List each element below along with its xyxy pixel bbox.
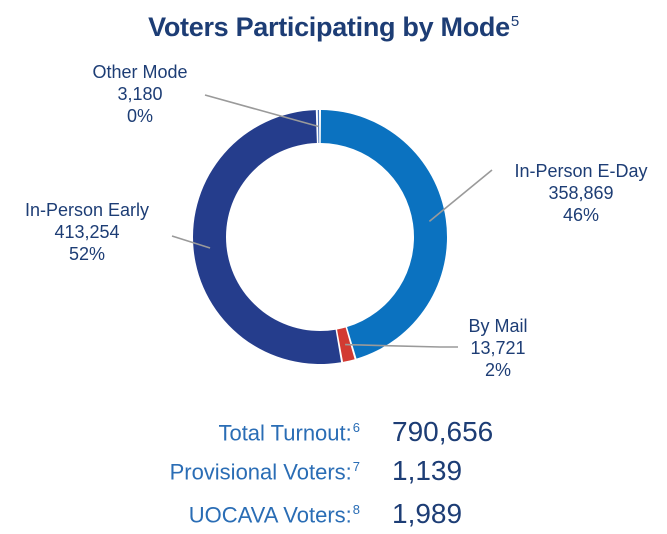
slice-value: 413,254	[54, 222, 120, 242]
label-in-person-early: In-Person Early 413,254 52%	[2, 199, 172, 265]
chart-title: Voters Participating by Mode5	[0, 12, 667, 43]
slice-percent: 46%	[562, 205, 600, 225]
slice-value: 358,869	[548, 183, 614, 203]
stat-total-turnout: Total Turnout:6 790,656	[0, 416, 667, 450]
slice-value: 13,721	[470, 338, 526, 358]
stat-label-text: Provisional Voters:	[169, 459, 352, 485]
stat-provisional-voters: Provisional Voters:7 1,139	[0, 455, 667, 491]
stat-label-text: UOCAVA Voters:	[188, 502, 352, 528]
slice-percent: 0%	[126, 106, 153, 126]
stat-footnote: 7	[352, 459, 360, 474]
leader-line	[345, 343, 458, 348]
stat-label: UOCAVA Voters:8	[189, 502, 360, 528]
stat-value: 1,989	[392, 498, 463, 529]
slice-name: By Mail	[468, 316, 528, 336]
stat-label: Total Turnout:6	[218, 420, 360, 446]
label-in-person-eday: In-Person E-Day 358,869 46%	[496, 160, 666, 226]
stat-footnote: 6	[352, 420, 360, 435]
slice-in-person-eday	[320, 110, 448, 359]
slice-name: In-Person Early	[24, 200, 150, 220]
label-by-mail: By Mail 13,721 2%	[438, 315, 558, 381]
slice-name: In-Person E-Day	[514, 161, 648, 181]
leader-line	[171, 235, 211, 249]
stat-uocava-voters: UOCAVA Voters:8 1,989	[0, 498, 667, 534]
label-other-mode: Other Mode 3,180 0%	[70, 61, 210, 127]
title-footnote: 5	[510, 13, 519, 30]
stat-footnote: 8	[352, 502, 360, 517]
stat-label: Provisional Voters:7	[170, 459, 360, 485]
leader-line	[428, 169, 493, 222]
stat-value: 790,656	[392, 416, 494, 447]
slice-percent: 2%	[484, 360, 511, 380]
stat-value: 1,139	[392, 455, 463, 486]
leader-line	[204, 94, 319, 128]
slice-name: Other Mode	[92, 62, 188, 82]
slice-percent: 52%	[68, 244, 106, 264]
slice-in-person-early	[192, 110, 342, 365]
slice-value: 3,180	[117, 84, 163, 104]
chart-title-text: Voters Participating by Mode	[148, 12, 510, 42]
stat-label-text: Total Turnout:	[218, 420, 352, 446]
